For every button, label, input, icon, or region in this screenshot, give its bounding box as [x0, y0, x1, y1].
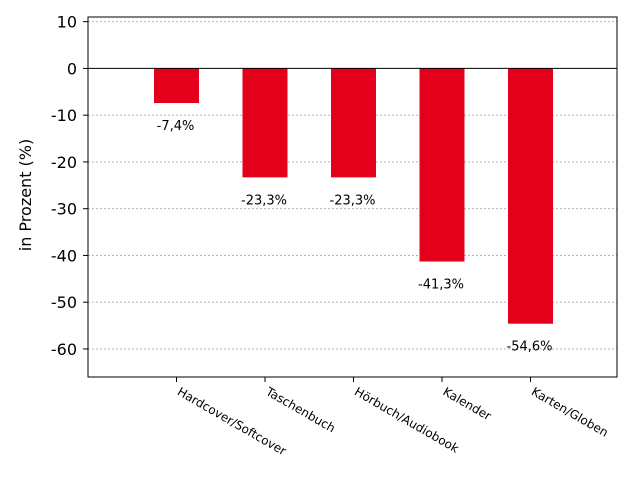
data-label: -23,3%: [330, 193, 376, 208]
y-tick-label: 10: [57, 13, 77, 32]
y-axis-title: in Prozent (%): [16, 139, 35, 251]
y-tick-label: -50: [51, 293, 77, 312]
plot-frame: [87, 16, 618, 378]
data-label: -7,4%: [157, 119, 195, 134]
bars: [154, 68, 553, 324]
y-tick-label: -40: [51, 246, 77, 265]
data-labels: -7,4% -23,3% -23,3% -41,3% -54,6%: [157, 119, 553, 355]
y-axis-ticks: 10 0 -10 -20 -30 -40 -50 -60: [51, 13, 88, 359]
y-tick-label: -20: [51, 153, 77, 172]
y-tick-label: -30: [51, 200, 77, 219]
bar: [154, 68, 199, 104]
bar: [419, 68, 465, 262]
y-tick-label: -60: [51, 340, 77, 359]
bar: [331, 68, 376, 178]
bar: [242, 68, 288, 178]
x-tick-label: Kalender: [441, 384, 494, 423]
bar: [508, 68, 553, 324]
y-tick-label: -10: [51, 106, 77, 125]
x-tick-label: Taschenbuch: [263, 384, 338, 435]
data-label: -41,3%: [418, 278, 464, 293]
x-tick-label: Karten/Globen: [529, 384, 611, 439]
y-tick-label: 0: [67, 59, 77, 78]
data-label: -23,3%: [241, 193, 287, 208]
data-label: -54,6%: [507, 340, 553, 355]
